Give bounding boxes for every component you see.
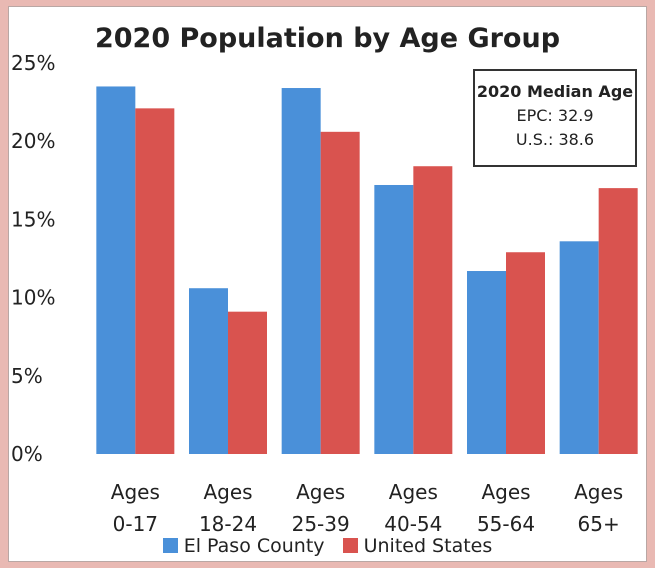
legend-label-united-states: United States <box>363 535 493 557</box>
bar-el-paso-county <box>281 88 321 455</box>
x-tick-label: 65+ <box>578 512 620 536</box>
x-tick-label: 25-39 <box>292 512 350 536</box>
median-age-us: U.S.: 38.6 <box>515 130 595 149</box>
legend-swatch-el-paso <box>162 538 178 553</box>
legend-swatch-united-states <box>342 538 358 553</box>
bar-chart: 0% 5% 10% 15% 20% 25% Ages 0-17 Ages 18-24 Ages 25-… <box>11 51 638 536</box>
bar-el-paso-county <box>96 86 136 455</box>
legend-item-el-paso: El Paso County <box>162 535 325 557</box>
y-tick-label: 25% <box>11 51 55 75</box>
y-tick-label: 20% <box>11 129 55 153</box>
x-tick-label: 0-17 <box>113 512 158 536</box>
y-tick-label: 10% <box>11 286 55 310</box>
median-age-box: 2020 Median Age EPC: 32.9 U.S.: 38.6 <box>473 69 637 167</box>
x-tick-label: Ages <box>296 480 345 504</box>
legend: El Paso County United States <box>9 535 646 557</box>
bar-el-paso-county <box>374 184 414 454</box>
chart-frame: 2020 Population by Age Group 0% 5% 10% 15% 2… <box>8 6 647 562</box>
bar-united-states <box>228 311 267 454</box>
x-tick-label: 18-24 <box>199 512 257 536</box>
x-tick-label: 40-54 <box>384 512 442 536</box>
x-tick-label: 55-64 <box>477 512 535 536</box>
bar-united-states <box>413 166 453 454</box>
bar-el-paso-county <box>559 241 599 454</box>
x-tick-label: Ages <box>111 480 160 504</box>
chart-title: 2020 Population by Age Group <box>94 23 561 54</box>
x-tick-label: Ages <box>389 480 438 504</box>
x-tick-label: Ages <box>203 480 252 504</box>
x-tick-label: Ages <box>481 480 530 504</box>
median-age-title: 2020 Median Age <box>476 82 634 101</box>
bar-united-states <box>598 188 638 454</box>
bar-el-paso-county <box>467 271 506 454</box>
bar-united-states <box>506 252 545 454</box>
y-tick-label: 0% <box>11 442 43 466</box>
y-tick-label: 5% <box>11 364 43 388</box>
legend-item-united-states: United States <box>342 535 493 557</box>
median-age-epc: EPC: 32.9 <box>516 106 594 125</box>
bar-united-states <box>320 131 360 454</box>
x-tick-label: Ages <box>574 480 623 504</box>
y-tick-label: 15% <box>11 207 55 231</box>
bar-united-states <box>135 108 175 454</box>
bar-el-paso-county <box>189 288 228 454</box>
legend-label-el-paso: El Paso County <box>183 535 325 557</box>
